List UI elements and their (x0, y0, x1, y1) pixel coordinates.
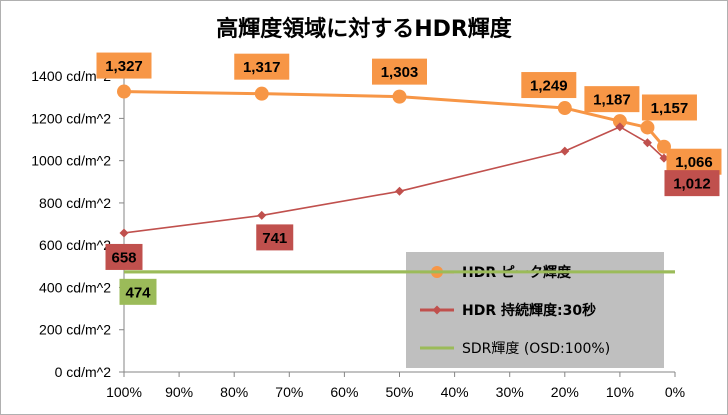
data-point (395, 186, 404, 196)
y-tick-label: 400 cd/m^2 (39, 279, 111, 295)
legend-swatch-marker (432, 305, 442, 315)
y-tick-label: 1400 cd/m^2 (31, 68, 111, 84)
data-label-text: 741 (262, 230, 287, 247)
legend-label: SDR輝度 (OSD:100%) (462, 341, 610, 357)
data-label-box (664, 170, 720, 197)
data-label-box (96, 52, 152, 79)
x-tick-label: 60% (330, 384, 358, 400)
data-label-box (119, 278, 157, 305)
data-label-text: 1,317 (243, 59, 281, 76)
y-tick-label: 1200 cd/m^2 (31, 110, 111, 126)
data-label-box (105, 243, 143, 270)
x-tick-label: 70% (275, 384, 303, 400)
data-label-box (256, 224, 294, 251)
y-tick-label: 800 cd/m^2 (39, 195, 111, 211)
x-tick-label: 80% (220, 384, 248, 400)
x-tick-label: 0% (665, 384, 685, 400)
data-label-text: 1,249 (530, 78, 568, 95)
x-tick-label: 10% (606, 384, 634, 400)
data-label: 474 (119, 278, 157, 305)
data-label: 1,012 (664, 170, 720, 197)
y-tick-label: 0 cd/m^2 (55, 364, 112, 380)
data-point (615, 122, 625, 132)
data-point (254, 86, 269, 101)
data-label-box (584, 86, 640, 113)
data-point (612, 114, 627, 129)
data-point (119, 228, 129, 238)
x-tick-label: 30% (496, 384, 524, 400)
y-tick-label: 200 cd/m^2 (39, 322, 111, 338)
data-label-box (372, 58, 427, 85)
x-tick-label: 100% (106, 384, 142, 400)
data-point (659, 153, 669, 163)
data-label-text: 1,157 (651, 100, 689, 117)
axes: 0 cd/m^2 200 cd/m^2 400 cd/m^2 600 cd/m^2 80… (31, 55, 685, 400)
data-point (557, 101, 572, 116)
y-tick-label: 1000 cd/m^2 (31, 153, 111, 169)
data-point (642, 138, 652, 148)
data-point (392, 89, 407, 104)
data-point (117, 84, 131, 99)
data-label: 1,187 (584, 86, 640, 113)
legend-item-3: SDR輝度 (OSD:100%) (420, 341, 610, 357)
x-tick-label: 50% (385, 384, 413, 400)
x-tick-label: 90% (165, 384, 193, 400)
data-label: 1,303 (372, 58, 427, 85)
chart-title: 高輝度領域に対するHDR輝度 (216, 16, 513, 42)
x-tick-label: 40% (441, 384, 469, 400)
legend-item-2: HDR 持続輝度:30秒 (420, 302, 596, 319)
data-label-box (641, 94, 697, 121)
legend-label: HDR 持続輝度:30秒 (462, 302, 596, 319)
x-tick-label: 20% (551, 384, 579, 400)
data-point (640, 120, 655, 135)
data-point (560, 146, 570, 156)
data-point (257, 210, 267, 220)
data-label-text: 1,303 (381, 64, 419, 81)
data-label-text: 658 (111, 249, 136, 266)
data-label-text: 1,012 (673, 176, 711, 193)
data-label: 1,157 (641, 94, 697, 121)
data-labels: 1,327 1,317 1,303 1,249 1,187 1,157 1,066 658 74… (96, 52, 722, 305)
data-label-text: 474 (125, 284, 151, 301)
y-tick-label: 600 cd/m^2 (39, 237, 111, 253)
data-label-text: 1,327 (105, 58, 143, 75)
data-label-text: 1,187 (593, 92, 631, 109)
data-label-box (521, 72, 577, 99)
data-label: 1,249 (521, 72, 577, 99)
data-label: 1,327 (96, 52, 152, 79)
data-label: 1,317 (234, 53, 290, 80)
data-label: 741 (256, 224, 294, 251)
data-label-text: 1,066 (675, 154, 713, 171)
data-label: 658 (105, 243, 143, 270)
data-label-box (234, 53, 290, 80)
